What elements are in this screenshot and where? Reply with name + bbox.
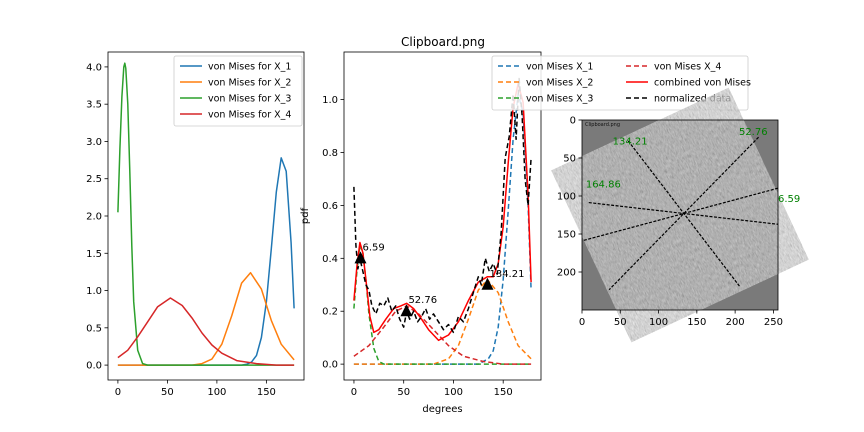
x-tick-label: 200	[726, 317, 745, 328]
peak-marker	[354, 251, 367, 264]
x-tick-label: 0	[351, 387, 357, 398]
legend-entry: von Mises for X_3	[208, 94, 291, 105]
angle-annotation: 134.21	[613, 136, 648, 147]
peak-marker	[400, 304, 413, 317]
angle-annotation: 6.59	[778, 194, 800, 205]
orientation-line	[608, 136, 759, 291]
y-tick-label: 0.0	[86, 361, 102, 372]
series-line	[353, 278, 532, 365]
orientation-line	[588, 201, 778, 225]
legend-entry: normalized data	[654, 94, 731, 105]
y-tick-label: 2.0	[86, 212, 102, 223]
x-tick-label: 100	[649, 317, 668, 328]
chart-combined-pdf: 0 50 100 150 0.0 0.2 0.4 0.6 0.8 1.0 degrees pdf 6.5…	[300, 51, 751, 415]
x-axis-label: degrees	[422, 404, 462, 415]
legend-box	[491, 55, 749, 111]
x-tick-label: 100	[444, 387, 463, 398]
angle-annotation: 164.86	[586, 180, 621, 191]
y-tick-label: 150	[557, 230, 576, 241]
image-caption: Clipboard.png	[585, 122, 620, 128]
series-line	[353, 305, 532, 365]
x-tick-label: 50	[614, 317, 627, 328]
peak-label: 52.76	[408, 295, 437, 306]
y-tick-label: 0.4	[322, 254, 338, 265]
x-tick-label: 50	[397, 387, 410, 398]
legend-entry: von Mises for X_4	[208, 110, 291, 121]
chart-von-mises-components: 0 50 100 150 0.0 0.5 1.0 1.5 2.0 2.5 3.0 3.5 4.0 von …	[86, 51, 305, 398]
chart-clipboard-image: Clipboard.png 52.76 134.21 164.86 6.59 0 50 100…	[551, 87, 809, 343]
y-tick-label: 1.0	[86, 286, 102, 297]
series-line	[117, 157, 295, 366]
legend-entry: von Mises X_3	[526, 94, 593, 105]
x-tick-label: 100	[207, 387, 226, 398]
series-line	[117, 297, 295, 366]
legend-entry: von Mises for X_2	[208, 78, 291, 89]
series-line	[353, 82, 532, 342]
y-tick-label: 100	[557, 192, 576, 203]
y-tick-label: 0.0	[322, 360, 338, 371]
angle-annotation: 52.76	[739, 127, 768, 138]
peak-label: 6.59	[363, 242, 385, 253]
series-line	[353, 77, 532, 334]
y-tick-label: 0.6	[322, 201, 338, 212]
x-tick-label: 250	[764, 317, 783, 328]
x-tick-label: 150	[687, 317, 706, 328]
y-tick-label: 1.0	[322, 95, 338, 106]
legend-entry: combined von Mises	[654, 78, 751, 89]
y-tick-label: 0	[570, 116, 576, 127]
y-tick-label: 200	[557, 268, 576, 279]
x-tick-label: 50	[161, 387, 174, 398]
legend-entry: von Mises X_2	[526, 78, 593, 89]
series-line	[117, 62, 295, 366]
legend-entry: von Mises for X_1	[208, 62, 291, 73]
peak-label: 134.21	[489, 269, 524, 280]
plot-frame	[343, 51, 542, 381]
y-tick-label: 3.5	[86, 100, 102, 111]
y-tick-label: 0.8	[322, 148, 338, 159]
y-tick-label: 50	[563, 154, 576, 165]
y-tick-label: 4.0	[86, 62, 102, 73]
x-tick-label: 150	[257, 387, 276, 398]
legend-entry: von Mises X_4	[654, 62, 721, 73]
x-tick-label: 150	[494, 387, 513, 398]
y-tick-label: 0.2	[322, 307, 338, 318]
legend-entry: von Mises X_1	[526, 62, 593, 73]
y-tick-label: 3.0	[86, 137, 102, 148]
chart-title: Clipboard.png	[401, 35, 485, 49]
y-tick-label: 0.5	[86, 323, 102, 334]
image-frame	[581, 119, 779, 311]
y-tick-label: 1.5	[86, 249, 102, 260]
series-line	[353, 93, 532, 365]
y-tick-label: 2.5	[86, 174, 102, 185]
series-line	[117, 271, 295, 366]
x-tick-label: 0	[579, 317, 585, 328]
y-axis-label: pdf	[300, 207, 311, 224]
legend-box	[173, 55, 303, 127]
x-tick-label: 0	[115, 387, 121, 398]
peak-marker	[481, 277, 494, 290]
